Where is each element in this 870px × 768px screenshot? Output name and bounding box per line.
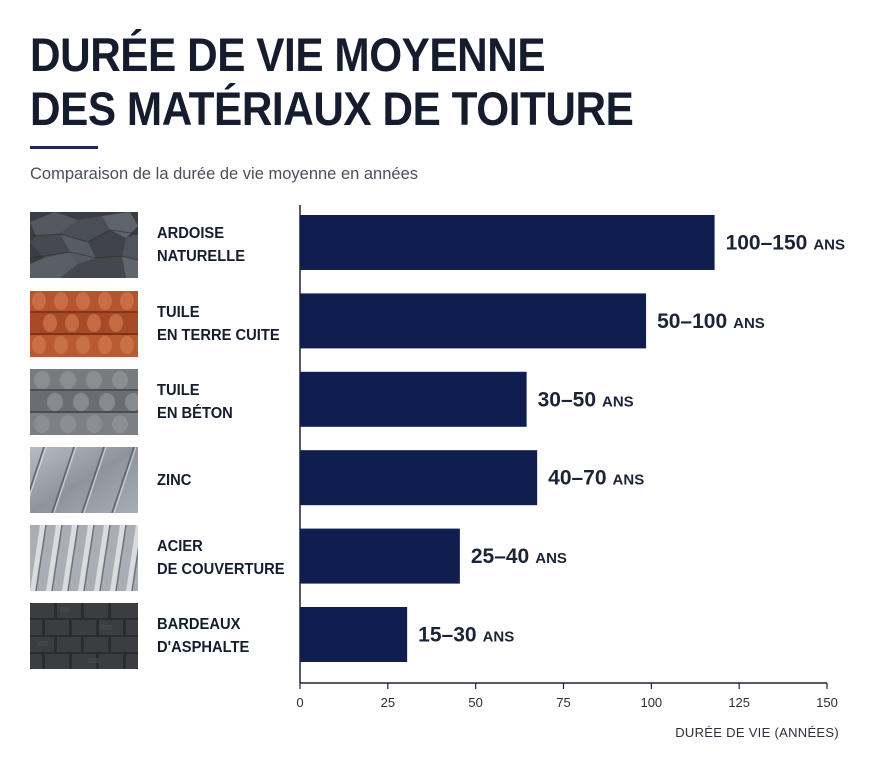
page-title: DURÉE DE VIE MOYENNE DES MATÉRIAUX DE TO… bbox=[30, 28, 750, 136]
x-tick-label-0: 0 bbox=[296, 695, 303, 710]
x-tick-label-2: 50 bbox=[468, 695, 482, 710]
chart-subtitle: Comparaison de la durée de vie moyenne e… bbox=[30, 165, 419, 183]
bar-5 bbox=[300, 607, 408, 662]
category-label-bardeaux: BARDEAUX D'ASPHALTE bbox=[157, 616, 250, 656]
x-tick-label-6: 150 bbox=[816, 695, 838, 710]
bar-2 bbox=[300, 371, 527, 427]
zinc-texture bbox=[30, 447, 138, 513]
slate-texture bbox=[30, 212, 138, 278]
concrete-tile-texture bbox=[30, 369, 138, 435]
title-divider bbox=[30, 146, 98, 149]
bar-4 bbox=[300, 528, 460, 584]
asphalt-shingle-texture bbox=[30, 603, 138, 669]
x-tick-label-5: 125 bbox=[728, 695, 750, 710]
title-line-1: DURÉE DE VIE MOYENNE bbox=[30, 28, 546, 81]
terracotta-tile-texture bbox=[30, 291, 138, 357]
bar-3 bbox=[300, 450, 538, 506]
value-label-0: 100–150 ANS bbox=[726, 232, 845, 255]
x-tick-label-3: 75 bbox=[556, 695, 570, 710]
bar-0 bbox=[300, 215, 715, 270]
category-label-tuile-terre-cuite: TUILE EN TERRE CUITE bbox=[157, 304, 280, 344]
value-label-2: 30–50 ANS bbox=[538, 388, 634, 411]
x-axis-title: DURÉE DE VIE (ANNÉES) bbox=[675, 725, 839, 740]
value-label-1: 50–100 ANS bbox=[657, 310, 765, 333]
value-label-5: 15–30 ANS bbox=[418, 624, 514, 647]
category-label-acier: ACIER DE COUVERTURE bbox=[157, 538, 285, 578]
title-line-2: DES MATÉRIAUX DE TOITURE bbox=[30, 82, 634, 135]
bar-1 bbox=[300, 293, 647, 349]
value-label-4: 25–40 ANS bbox=[471, 545, 567, 568]
category-label-ardoise: ARDOISE NATURELLE bbox=[157, 225, 246, 265]
category-label-tuile-beton: TUILE EN BÉTON bbox=[157, 382, 233, 422]
steel-texture bbox=[30, 525, 138, 591]
x-tick-label-1: 25 bbox=[381, 695, 395, 710]
x-tick-label-4: 100 bbox=[640, 695, 662, 710]
value-label-3: 40–70 ANS bbox=[548, 467, 644, 490]
category-label-zinc: ZINC bbox=[157, 472, 192, 489]
